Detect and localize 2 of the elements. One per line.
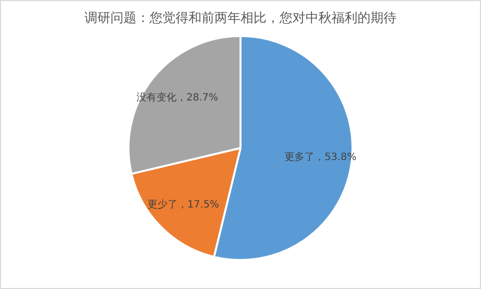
slice-label: 更少了，17.5%: [147, 198, 220, 210]
chart-title: 调研问题：您觉得和前两年相比，您对中秋福利的期待: [84, 10, 398, 27]
